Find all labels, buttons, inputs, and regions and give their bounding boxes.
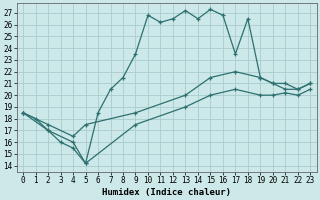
X-axis label: Humidex (Indice chaleur): Humidex (Indice chaleur) (102, 188, 231, 197)
